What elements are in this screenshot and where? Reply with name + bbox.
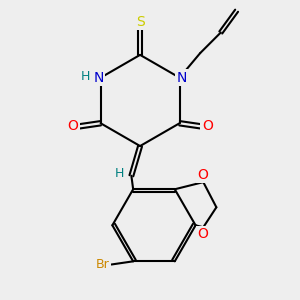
Text: O: O [202, 119, 213, 134]
Text: O: O [197, 168, 208, 182]
Text: N: N [94, 71, 104, 85]
Text: S: S [136, 15, 145, 28]
Text: O: O [197, 227, 208, 242]
Text: H: H [115, 167, 124, 180]
Text: H: H [81, 70, 90, 83]
Text: O: O [68, 119, 78, 134]
Text: Br: Br [96, 258, 110, 271]
Text: N: N [176, 71, 187, 85]
